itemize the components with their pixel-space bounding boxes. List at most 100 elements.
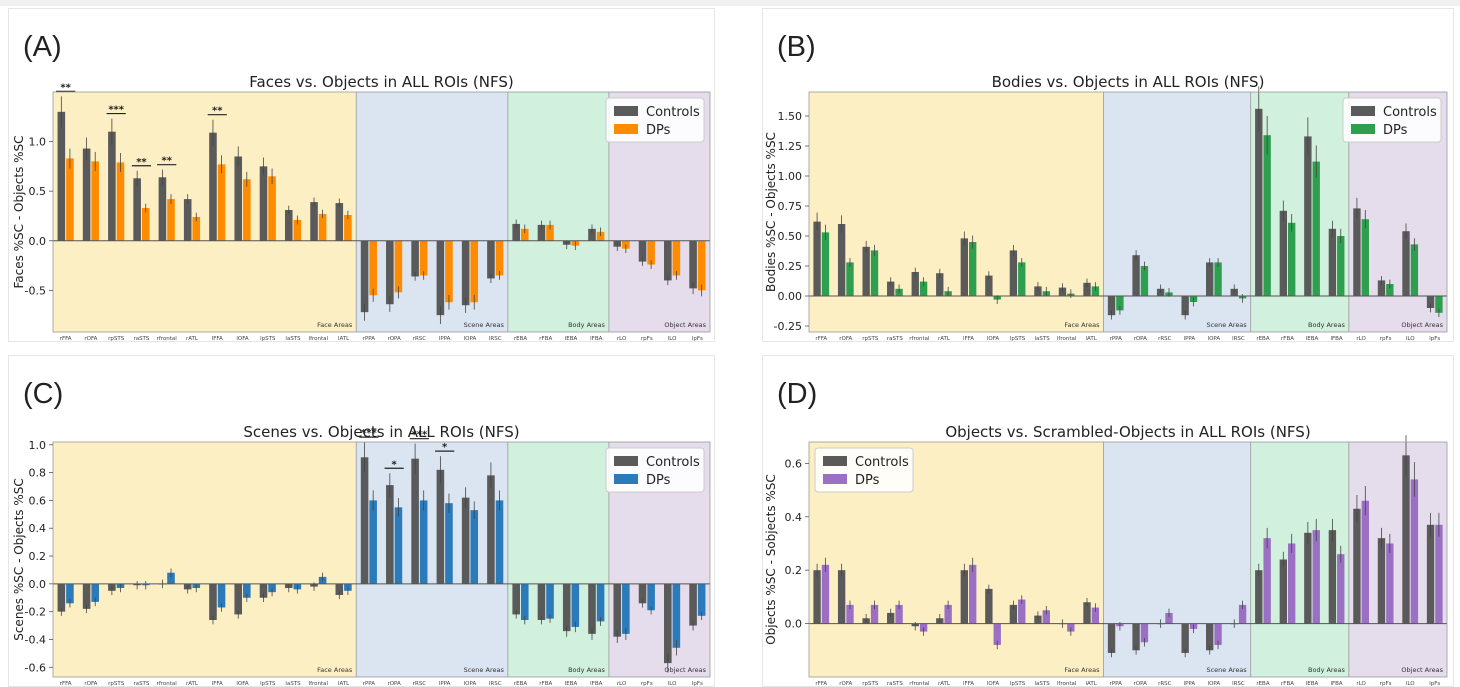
y-tick-label: 1.25 [778,140,803,153]
x-tick-label: rPPA [363,681,376,686]
region-band [356,442,508,677]
x-tick-label: rRSC [413,336,427,341]
x-tick-label: lOPA [1208,681,1221,686]
x-tick-label: rOPA [1134,336,1148,341]
bar [1362,501,1369,624]
bar [1378,538,1385,623]
bar [822,565,829,624]
region-band [1103,442,1250,677]
x-tick-label: raSTS [887,681,903,686]
y-tick-label: 0.0 [785,618,803,631]
x-tick-label: rFBA [539,336,552,341]
bar [496,500,504,583]
bar [66,158,74,240]
region-label: Scene Areas [1206,321,1247,329]
x-tick-label: lEBA [1306,681,1319,686]
bar [1427,525,1434,624]
y-tick-label: 0.8 [29,467,47,480]
x-tick-label: lPPA [439,681,451,686]
x-tick-label: raSTS [133,336,149,341]
bar [862,247,869,296]
region-label: Object Areas [1401,666,1443,674]
bar [420,500,428,583]
x-tick-label: lOPA [464,681,477,686]
bar [361,241,369,312]
bar [664,241,672,281]
bar [1329,229,1336,296]
chart-plot: Face Areas Scene Areas Body Areas Object Ar… [764,73,1447,341]
bar [159,177,167,240]
bar [310,202,318,241]
legend-swatch [614,456,638,466]
x-tick-label: lOFA [236,336,249,341]
bar [260,166,268,240]
y-tick-label: -0.2 [25,606,46,619]
bar [1337,236,1344,296]
x-tick-label: rpFs [641,681,653,686]
bar [445,503,453,584]
x-tick-label: rOPA [387,336,401,341]
x-tick-label: rEBA [1256,336,1270,341]
significance-label: ** [212,106,223,117]
x-tick-label: rLO [1356,336,1366,341]
bar [470,510,478,584]
region-label: Body Areas [1308,321,1345,329]
chart-objects-vs-scrambled: Face Areas Scene Areas Body Areas Object Ar… [763,356,1453,686]
legend-label: Controls [855,455,909,470]
x-tick-label: rATL [938,336,951,341]
bar [487,475,495,583]
x-tick-label: lpSTS [1010,336,1026,341]
x-tick-label: rFBA [539,681,552,686]
y-tick-label: -0.25 [774,320,802,333]
bar [117,162,125,240]
x-tick-label: rpSTS [108,681,125,686]
bar [563,584,571,631]
region-band [508,442,609,677]
bar [673,241,681,276]
bar [462,241,470,305]
bar [613,584,621,637]
x-tick-label: lpSTS [260,336,276,341]
chart-bodies-vs-objects: Face Areas Scene Areas Body Areas Object Ar… [763,9,1453,341]
significance-label: * [442,442,448,453]
bar [1362,219,1369,296]
x-tick-label: laSTS [285,681,301,686]
bar [588,584,596,634]
bar [411,459,419,584]
bar [985,589,992,624]
region-label: Object Areas [1401,321,1443,329]
chart-title: Faces vs. Objects in ALL ROIs (NFS) [249,73,513,91]
y-tick-label: -0.4 [25,633,46,646]
bar [1010,250,1017,296]
x-tick-label: rRSC [1158,681,1172,686]
y-tick-label: 0.0 [29,235,47,248]
legend-label: DPs [646,123,671,138]
legend-swatch [614,106,638,116]
bar [1313,530,1320,623]
x-tick-label: rFFA [60,336,72,341]
legend-label: Controls [646,455,700,470]
x-tick-label: lfrontal [309,681,329,686]
x-tick-label: rPPA [363,336,376,341]
region-label: Scene Areas [464,666,505,674]
bar [1313,162,1320,296]
bar [1288,223,1295,296]
bar [496,241,504,276]
bar [167,199,175,241]
bar [689,241,697,289]
y-tick-label: 1.0 [29,136,47,149]
bar [83,149,91,241]
x-tick-label: rpSTS [862,336,879,341]
x-tick-label: rEBA [514,681,528,686]
x-tick-label: lOFA [987,336,1000,341]
y-axis-label: Bodies %SC - Objects %SC [764,132,778,292]
y-axis-label: Scenes %SC - Objects %SC [12,478,26,641]
x-tick-label: rpSTS [862,681,879,686]
bar [369,241,377,296]
y-tick-label: 0.00 [778,290,803,303]
region-label: Face Areas [1064,666,1100,674]
bar [411,241,419,277]
x-tick-label: lLO [668,336,677,341]
bar [336,203,344,241]
bar [1108,624,1115,653]
